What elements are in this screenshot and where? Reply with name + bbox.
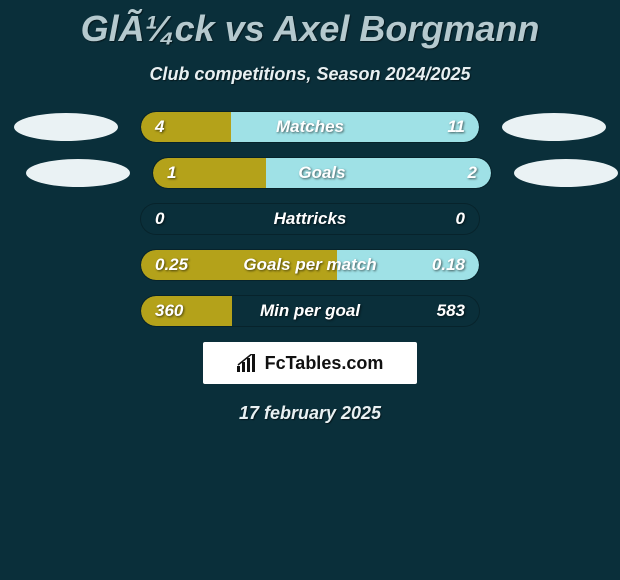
right-spacer: [502, 205, 606, 233]
logo-text: FcTables.com: [265, 353, 384, 374]
chart-icon: [237, 354, 259, 372]
bar-fill-right: [231, 112, 479, 142]
right-ellipse: [514, 159, 618, 187]
stat-right-value: 0: [456, 209, 465, 229]
right-spacer: [502, 297, 606, 325]
stat-row: 0 0 Hattricks: [0, 203, 620, 235]
stat-label: Matches: [276, 117, 344, 137]
stat-right-value: 0.18: [432, 255, 465, 275]
right-ellipse: [502, 113, 606, 141]
stat-label: Min per goal: [260, 301, 360, 321]
stat-row: 360 583 Min per goal: [0, 295, 620, 327]
stat-left-value: 0.25: [155, 255, 188, 275]
stat-bar: 4 11 Matches: [140, 111, 480, 143]
stat-label: Hattricks: [274, 209, 347, 229]
stat-label: Goals per match: [243, 255, 376, 275]
stat-row: 1 2 Goals: [0, 157, 620, 189]
date-text: 17 february 2025: [0, 403, 620, 424]
stat-right-value: 583: [437, 301, 465, 321]
stat-left-value: 360: [155, 301, 183, 321]
page-title: GlÃ¼ck vs Axel Borgmann: [0, 0, 620, 50]
subtitle: Club competitions, Season 2024/2025: [0, 64, 620, 85]
stat-label: Goals: [298, 163, 345, 183]
stat-bar: 0 0 Hattricks: [140, 203, 480, 235]
left-spacer: [14, 251, 118, 279]
stat-left-value: 4: [155, 117, 164, 137]
stat-bar: 360 583 Min per goal: [140, 295, 480, 327]
stat-right-value: 11: [447, 117, 465, 137]
right-spacer: [502, 251, 606, 279]
left-spacer: [14, 205, 118, 233]
stat-right-value: 2: [468, 163, 477, 183]
left-ellipse: [14, 113, 118, 141]
stat-bar: 1 2 Goals: [152, 157, 492, 189]
left-spacer: [14, 297, 118, 325]
stat-left-value: 0: [155, 209, 164, 229]
stat-bar: 0.25 0.18 Goals per match: [140, 249, 480, 281]
page: GlÃ¼ck vs Axel Borgmann Club competition…: [0, 0, 620, 580]
stat-row: 0.25 0.18 Goals per match: [0, 249, 620, 281]
logo-box: FcTables.com: [202, 341, 418, 385]
left-ellipse: [26, 159, 130, 187]
stats-rows: 4 11 Matches 1 2 Goals 0 0 Hattricks 0.25 0.18 Goal…: [0, 111, 620, 327]
stat-row: 4 11 Matches: [0, 111, 620, 143]
stat-left-value: 1: [167, 163, 176, 183]
